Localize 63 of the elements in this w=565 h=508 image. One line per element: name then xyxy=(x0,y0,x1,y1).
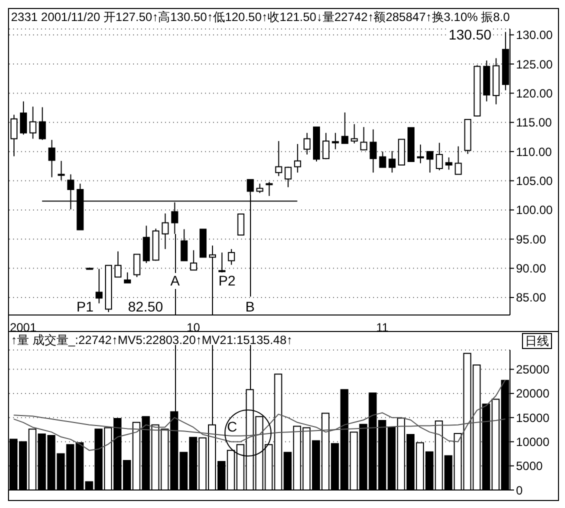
candlestick xyxy=(379,151,386,168)
y-tick-label: 85.00 xyxy=(516,290,546,305)
candlestick xyxy=(133,254,140,278)
candlestick xyxy=(294,143,302,174)
candlestick xyxy=(48,139,56,178)
candlestick xyxy=(445,156,452,170)
annotation: 82.50 xyxy=(127,298,164,314)
y-tick-label: 120.00 xyxy=(516,86,554,100)
candlestick xyxy=(416,144,424,164)
annotation: C xyxy=(226,418,238,434)
candlestick xyxy=(96,268,103,304)
y-tick-label: 115.00 xyxy=(516,116,552,130)
candlestick xyxy=(332,132,339,150)
candlestick xyxy=(436,142,443,171)
candlestick xyxy=(246,179,254,196)
y-tick-label: 0 xyxy=(516,483,523,498)
y-tick-label: 15000 xyxy=(516,410,550,425)
candlestick xyxy=(426,151,434,174)
y-tick-label: 10000 xyxy=(516,434,550,449)
chart-title: ↑量 成交量_:22742↑MV5:22803.20↑MV21:15135.48↑ xyxy=(11,333,293,347)
candlestick xyxy=(360,126,368,150)
candlestick xyxy=(304,132,311,155)
candlestick xyxy=(29,106,36,140)
candlestick xyxy=(256,183,264,194)
line-series xyxy=(13,379,506,451)
y-tick-label: 100.00 xyxy=(516,203,554,218)
candlestick xyxy=(266,181,273,196)
y-tick-label: 90.00 xyxy=(516,262,546,276)
candlestick xyxy=(275,140,282,177)
candlestick xyxy=(341,112,348,144)
candlestick xyxy=(180,228,188,262)
y-tick-label: 130.00 xyxy=(516,28,554,42)
annotation: B xyxy=(244,298,256,314)
candlestick xyxy=(142,225,150,264)
candlestick xyxy=(124,272,131,284)
candlestick xyxy=(114,250,122,278)
candlestick xyxy=(20,100,27,136)
candlestick xyxy=(388,150,396,174)
y-tick-label: 125.00 xyxy=(516,57,554,72)
y-tick-label: 105.00 xyxy=(516,174,554,188)
candlestick xyxy=(350,124,358,144)
y-tick-label: 25000 xyxy=(516,362,550,377)
candlestick xyxy=(284,166,292,188)
candlestick xyxy=(58,160,65,181)
y-tick-label: 95.00 xyxy=(516,232,546,246)
candlestick xyxy=(454,146,462,175)
candlestick xyxy=(162,212,169,250)
candlestick xyxy=(322,132,330,160)
candlestick xyxy=(10,114,18,157)
candlestick xyxy=(370,128,377,174)
annotation: 130.50 xyxy=(448,26,492,42)
chart-title: 2331 2001/11/20 开127.50↑高130.50↑低120.50↑收121.50↓量22742↑额285847↑换3.10% 振8.0 xyxy=(10,9,511,25)
y-tick-label: 110.00 xyxy=(516,144,552,159)
annotation: P2 xyxy=(217,272,237,288)
candlestick xyxy=(237,214,244,236)
y-tick-label: 20000 xyxy=(516,386,550,401)
y-tick-label: 5000 xyxy=(516,459,544,474)
candlestick xyxy=(190,250,198,271)
candlestick xyxy=(38,106,46,140)
candlestick xyxy=(228,248,235,266)
annotation: A xyxy=(169,272,181,288)
text: 日线 xyxy=(522,333,552,349)
annotation: P1 xyxy=(75,298,95,314)
